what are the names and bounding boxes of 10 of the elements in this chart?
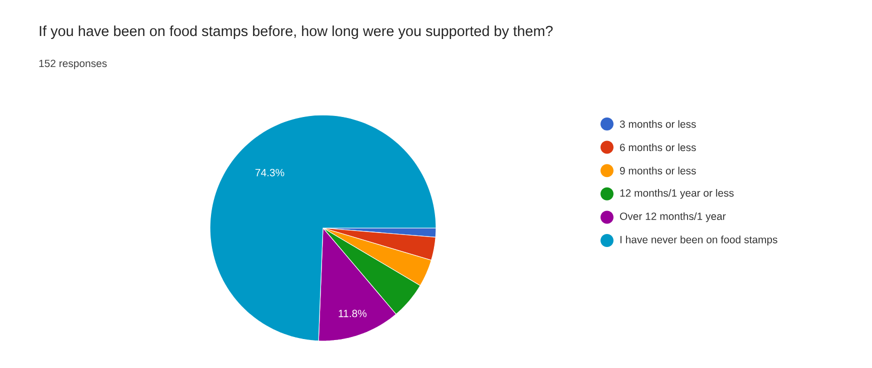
data-label: 11.8% bbox=[338, 310, 367, 318]
legend-label: 6 months or less bbox=[620, 143, 696, 152]
legend-label: 9 months or less bbox=[620, 166, 696, 174]
chart-title: If you have been on food stamps before, how long were you supported by them? bbox=[40, 26, 553, 39]
legend-label: Over 12 months/1 year bbox=[620, 212, 726, 222]
legend-label: 12 months/1 year or less bbox=[620, 189, 734, 199]
data-label: 74.3% bbox=[255, 168, 284, 176]
text: 152 responses bbox=[39, 60, 107, 70]
legend-label: I have never been on food stamps bbox=[620, 236, 778, 246]
legend-label: 3 months or less bbox=[620, 120, 696, 128]
